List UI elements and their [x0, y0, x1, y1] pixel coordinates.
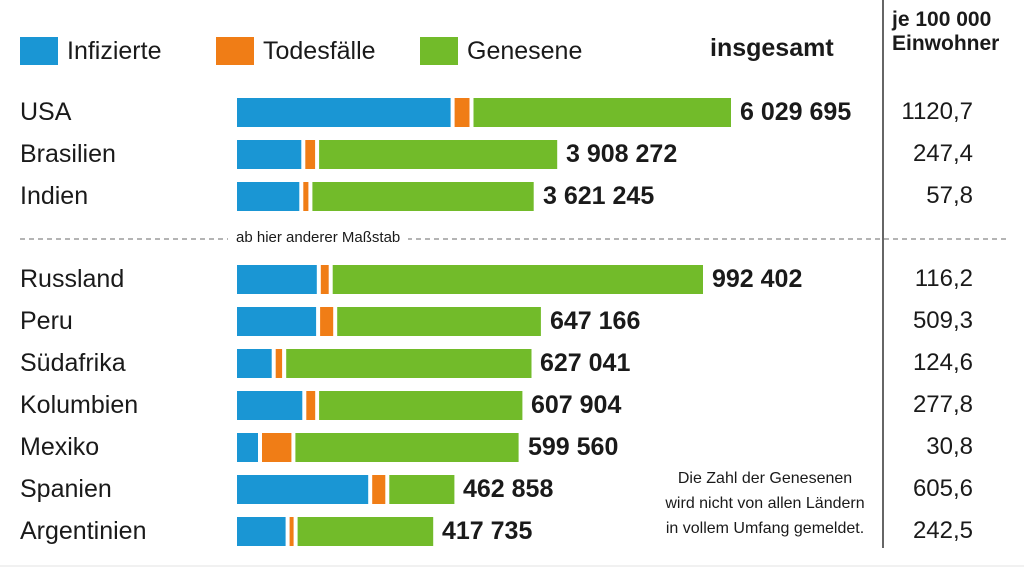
header-per-100k-line1: je 100 000 — [892, 8, 992, 31]
bar-infected-indien — [237, 182, 300, 211]
country-label-brasilien: Brasilien — [20, 140, 116, 168]
bar-recovered-russland — [332, 265, 703, 294]
per-100k-label-kolumbien: 277,8 — [912, 391, 973, 418]
bar-deaths-spanien — [372, 475, 386, 504]
footnote-line1: Die Zahl der Genesenen — [677, 470, 853, 487]
per-100k-label-usa: 1120,7 — [901, 98, 973, 125]
footnote: Die Zahl der Genesenen wird nicht von al… — [645, 466, 885, 541]
country-label-indien: Indien — [20, 182, 89, 210]
bar-recovered-indien — [312, 182, 534, 211]
bar-deaths-russland — [320, 265, 329, 294]
legend-label-recovered: Genesene — [467, 36, 583, 65]
country-label-kolumbien: Kolumbien — [20, 391, 139, 419]
bar-deaths-mexiko — [262, 433, 292, 462]
bar-infected-kolumbien — [237, 391, 303, 420]
total-label-russland: 992 402 — [712, 265, 803, 293]
country-label-sudafrika: Südafrika — [20, 349, 126, 377]
legend-infected: Infizierte — [20, 34, 161, 68]
bar-infected-usa — [237, 98, 451, 127]
bar-infected-russland — [237, 265, 317, 294]
bar-recovered-mexiko — [295, 433, 519, 462]
total-label-usa: 6 029 695 — [740, 98, 852, 126]
footnote-line3: in vollem Umfang gemeldet. — [665, 520, 865, 537]
country-label-usa: USA — [20, 98, 72, 126]
bar-infected-spanien — [237, 475, 369, 504]
header-total: insgesamt — [710, 34, 834, 62]
country-label-mexiko: Mexiko — [20, 433, 100, 461]
per-100k-label-mexiko: 30,8 — [926, 433, 973, 460]
legend-swatch-deaths — [216, 37, 254, 65]
country-label-argentinien: Argentinien — [20, 517, 147, 545]
bar-recovered-peru — [337, 307, 541, 336]
per-100k-label-peru: 509,3 — [912, 307, 973, 334]
total-label-mexiko: 599 560 — [528, 433, 619, 461]
total-label-spanien: 462 858 — [463, 475, 554, 503]
per-100k-label-spanien: 605,6 — [912, 475, 973, 502]
per-100k-label-indien: 57,8 — [926, 182, 973, 209]
bar-recovered-sudafrika — [286, 349, 532, 378]
total-label-brasilien: 3 908 272 — [566, 140, 678, 168]
total-label-kolumbien: 607 904 — [531, 391, 622, 419]
total-label-indien: 3 621 245 — [543, 182, 655, 210]
footnote-line2: wird nicht von allen Ländern — [665, 495, 865, 512]
bar-deaths-brasilien — [305, 140, 316, 169]
bar-recovered-kolumbien — [319, 391, 523, 420]
bar-deaths-kolumbien — [306, 391, 316, 420]
bar-recovered-argentinien — [297, 517, 434, 546]
per-100k-label-russland: 116,2 — [914, 265, 973, 292]
bar-infected-mexiko — [237, 433, 258, 462]
country-label-spanien: Spanien — [20, 475, 112, 503]
bar-recovered-spanien — [389, 475, 455, 504]
scale-change-note: ab hier anderer Maßstab — [228, 229, 409, 246]
country-label-russland: Russland — [20, 265, 125, 293]
bar-deaths-argentinien — [289, 517, 294, 546]
legend-swatch-recovered — [420, 37, 458, 65]
total-label-sudafrika: 627 041 — [540, 349, 631, 377]
bar-infected-peru — [237, 307, 317, 336]
bar-infected-sudafrika — [237, 349, 272, 378]
legend-swatch-infected — [20, 37, 58, 65]
bar-recovered-usa — [473, 98, 731, 127]
legend-label-infected: Infizierte — [67, 36, 162, 65]
bar-deaths-peru — [320, 307, 334, 336]
header-per-100k-line2: Einwohner — [892, 32, 1000, 55]
legend-recovered: Genesene — [420, 34, 582, 68]
per-100k-label-sudafrika: 124,6 — [912, 349, 973, 376]
bar-recovered-brasilien — [319, 140, 558, 169]
total-label-peru: 647 166 — [550, 307, 641, 335]
bar-infected-argentinien — [237, 517, 286, 546]
bar-deaths-indien — [303, 182, 309, 211]
legend-deaths: Todesfälle — [216, 34, 376, 68]
header-per-100k: je 100 000 Einwohner — [892, 8, 1016, 56]
bar-deaths-usa — [454, 98, 470, 127]
total-label-argentinien: 417 735 — [442, 517, 533, 545]
per-100k-label-argentinien: 242,5 — [912, 517, 973, 544]
per-100k-label-brasilien: 247,4 — [912, 140, 973, 167]
legend-label-deaths: Todesfälle — [263, 36, 376, 65]
bar-infected-brasilien — [237, 140, 302, 169]
country-label-peru: Peru — [20, 307, 73, 335]
bar-deaths-sudafrika — [275, 349, 283, 378]
